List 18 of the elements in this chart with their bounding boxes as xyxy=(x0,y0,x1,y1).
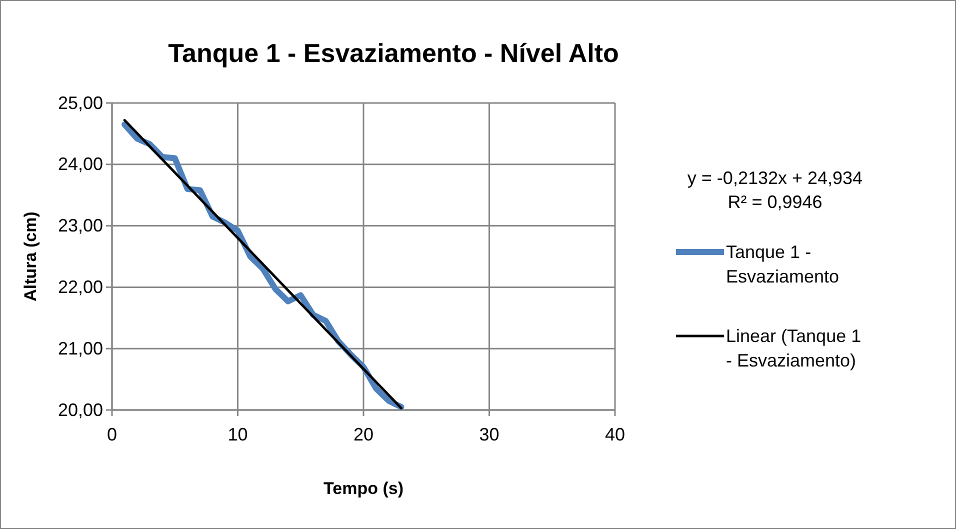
x-tick-label: 30 xyxy=(479,424,500,445)
legend-label: Tanque 1 - Esvaziamento xyxy=(726,242,840,286)
y-tick-label: 23,00 xyxy=(58,216,103,236)
x-tick-label: 40 xyxy=(604,424,626,445)
chart-title: Tanque 1 - Esvaziamento - Nível Alto xyxy=(168,38,619,68)
y-tick-label: 22,00 xyxy=(58,276,103,297)
x-axis-title: Tempo (s) xyxy=(324,479,404,498)
x-tick-label: 10 xyxy=(228,424,248,445)
y-tick-label: 24,00 xyxy=(58,154,103,174)
x-tick-label: 20 xyxy=(353,424,374,445)
text: R² = 0,9946 xyxy=(728,192,822,212)
text: y = -0,2132x + 24,934 xyxy=(687,168,863,188)
y-tick-label: 20,00 xyxy=(58,400,103,420)
x-tick-label: 0 xyxy=(106,424,118,445)
y-tick-label: 25,00 xyxy=(58,92,103,113)
legend-label: Linear (Tanque 1 - Esvaziamento) xyxy=(726,326,862,370)
y-tick-label: 21,00 xyxy=(58,338,103,358)
y-axis-title: Altura (cm) xyxy=(21,212,40,302)
